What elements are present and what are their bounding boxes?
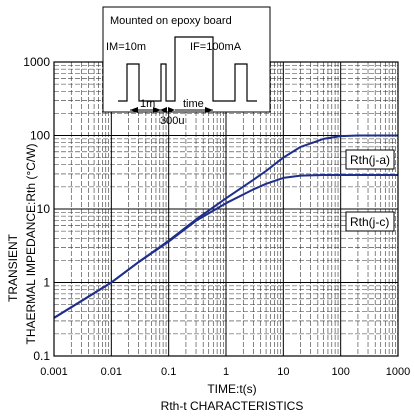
x-tick-label: 1 xyxy=(223,366,229,378)
inset-time-label: time xyxy=(183,98,204,110)
series-label-rth-j-a: Rth(j-a) xyxy=(345,149,395,170)
y-axis-title-1-group: TRANSIENT xyxy=(6,233,20,302)
series-layer xyxy=(53,134,398,319)
inset-box: Mounted on epoxy board IM=10m IF=100mA 1… xyxy=(102,6,271,127)
y-axis-title-line-2: THAERMAL IMPEDANCE:Rth (°C/W) xyxy=(24,143,38,344)
series-label-rth-j-c: Rth(j-c) xyxy=(345,211,395,232)
inset-im-label: IM=10m xyxy=(106,41,146,53)
y-tick-label: 0.1 xyxy=(33,349,50,363)
x-tick-label: 1000 xyxy=(386,366,410,378)
x-tick-label: 0.01 xyxy=(101,366,122,378)
series-line-rth-j-c xyxy=(53,174,398,319)
y-tick-label: 100 xyxy=(30,129,50,143)
x-tick-label: 0.1 xyxy=(161,366,176,378)
inset-arrow xyxy=(130,107,138,113)
inset-arrow xyxy=(205,107,213,113)
inset-arrow xyxy=(168,107,175,113)
y-tick-label: 1 xyxy=(43,276,50,290)
inset-t1-label: 1m xyxy=(140,98,155,110)
y-axis-title-line-1: TRANSIENT xyxy=(6,233,20,302)
x-tick-label: 0.001 xyxy=(40,366,68,378)
inset-pulse-waveform xyxy=(118,36,257,102)
x-tick-label: 100 xyxy=(331,366,349,378)
y-axis-title-2-group: THAERMAL IMPEDANCE:Rth (°C/W) xyxy=(24,143,38,344)
inset-t2-label: 300u xyxy=(160,115,184,127)
series-label-text-rth-j-a: Rth(j-a) xyxy=(350,153,390,167)
x-axis-title: TIME:t(s) xyxy=(207,382,256,396)
inset-arrow xyxy=(160,107,167,113)
inset-frame xyxy=(102,6,271,113)
inset-title: Mounted on epoxy board xyxy=(110,15,232,27)
x-tick-label: 10 xyxy=(277,366,289,378)
y-tick-label: 10 xyxy=(37,202,51,216)
inset-arrow xyxy=(153,107,161,113)
inset-if-label: IF=100mA xyxy=(190,41,242,53)
series-label-text-rth-j-c: Rth(j-c) xyxy=(350,215,389,229)
chart-title: Rth-t CHARACTERISTICS xyxy=(161,399,304,413)
y-tick-label: 1000 xyxy=(23,55,50,69)
